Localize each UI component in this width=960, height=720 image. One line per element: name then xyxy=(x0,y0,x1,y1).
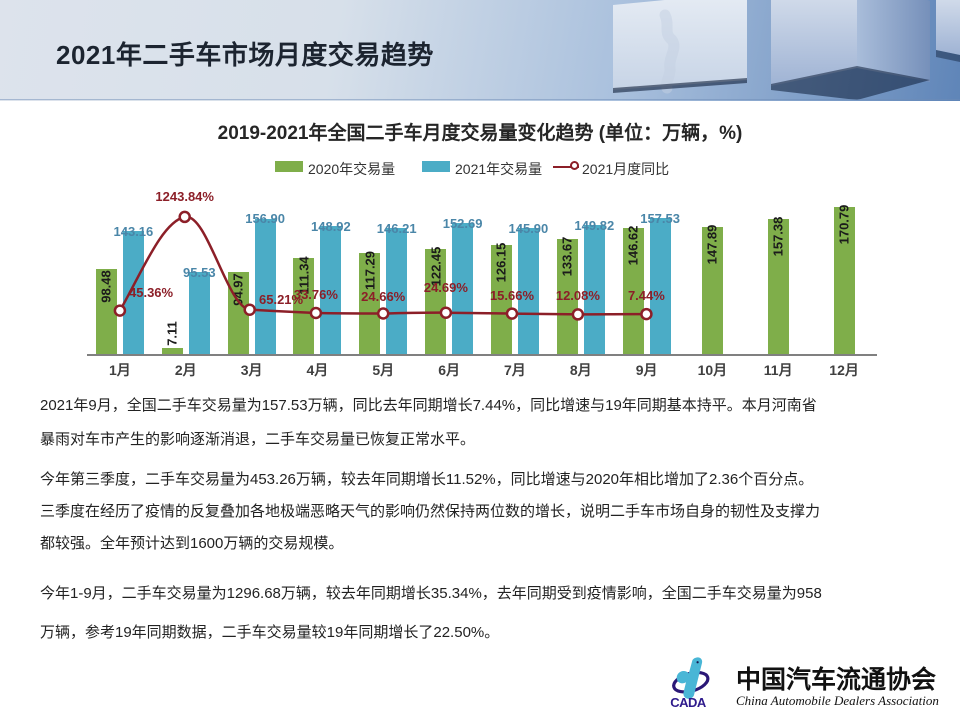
svg-text:中国汽车流通协会: 中国汽车流通协会 xyxy=(736,665,936,694)
svg-text:CADA: CADA xyxy=(670,695,707,710)
svg-text:China Automobile Dealers Assoc: China Automobile Dealers Association xyxy=(736,693,939,708)
